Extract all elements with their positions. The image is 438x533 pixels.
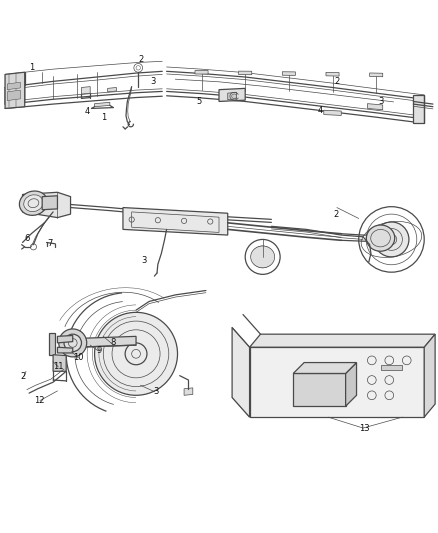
Circle shape [95,312,177,395]
Polygon shape [228,92,237,100]
Polygon shape [123,207,228,235]
Polygon shape [346,362,357,406]
Polygon shape [370,73,383,77]
Polygon shape [413,95,424,123]
Circle shape [59,329,87,357]
Text: 1: 1 [28,63,34,72]
Text: 2: 2 [333,211,339,220]
Text: 2: 2 [334,77,339,86]
Polygon shape [250,348,424,417]
Polygon shape [424,334,435,417]
Text: 4: 4 [85,107,90,116]
Circle shape [64,334,81,352]
Polygon shape [283,72,295,75]
Polygon shape [293,362,357,374]
Circle shape [374,222,409,257]
Polygon shape [22,192,71,217]
Ellipse shape [24,195,43,212]
Text: 4: 4 [318,106,323,115]
Polygon shape [326,72,339,76]
Polygon shape [219,88,245,101]
Polygon shape [81,87,90,94]
Polygon shape [5,72,25,108]
Polygon shape [5,85,25,104]
Text: 13: 13 [359,424,369,433]
Polygon shape [49,333,55,354]
Text: 3: 3 [150,77,155,86]
Polygon shape [57,348,73,353]
Polygon shape [239,71,252,75]
Text: 3: 3 [153,387,159,397]
Polygon shape [53,354,66,372]
Text: 10: 10 [73,353,84,362]
Polygon shape [195,70,208,74]
Text: 7: 7 [47,239,52,248]
Polygon shape [42,196,57,210]
Text: 3: 3 [379,97,384,106]
Polygon shape [293,374,346,406]
Text: 2: 2 [21,372,26,381]
Text: 2: 2 [139,55,144,64]
Text: 6: 6 [24,235,30,244]
Polygon shape [7,90,20,101]
Polygon shape [324,110,341,116]
Polygon shape [75,336,136,348]
Polygon shape [250,334,435,348]
Ellipse shape [251,246,275,268]
Text: 12: 12 [34,397,44,406]
Polygon shape [381,365,403,370]
Polygon shape [108,87,117,92]
Polygon shape [367,103,383,110]
Text: 9: 9 [96,346,102,355]
Polygon shape [7,82,20,90]
Text: 1: 1 [101,113,106,122]
Ellipse shape [19,191,47,215]
Polygon shape [184,388,193,395]
Polygon shape [95,102,110,107]
Text: 11: 11 [53,361,64,370]
Text: 8: 8 [111,338,116,348]
Ellipse shape [366,225,395,251]
Text: 3: 3 [141,256,147,265]
Polygon shape [57,335,73,343]
Polygon shape [232,328,250,417]
Text: 5: 5 [197,97,202,106]
